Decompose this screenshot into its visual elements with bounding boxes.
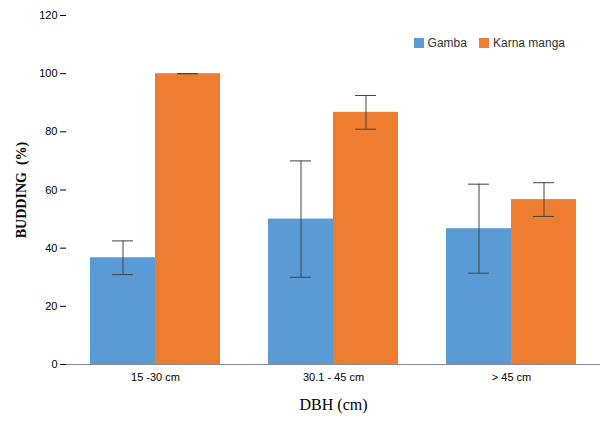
- svg-text:20: 20: [45, 300, 57, 312]
- svg-text:30.1 - 45 cm: 30.1 - 45 cm: [303, 371, 364, 383]
- svg-text:0: 0: [51, 358, 57, 370]
- svg-text:15 -30 cm: 15 -30 cm: [131, 371, 180, 383]
- svg-text:80: 80: [45, 125, 57, 137]
- svg-text:120: 120: [39, 9, 57, 21]
- svg-text:> 45 cm: > 45 cm: [492, 371, 531, 383]
- svg-text:60: 60: [45, 184, 57, 196]
- svg-text:40: 40: [45, 242, 57, 254]
- svg-text:100: 100: [39, 67, 57, 79]
- svg-text:BUDDING (%): BUDDING (%): [14, 141, 30, 238]
- html-text:Karna manga: Karna manga: [493, 36, 565, 50]
- html-text:Gamba: Gamba: [427, 36, 467, 50]
- svg-text:DBH (cm): DBH (cm): [300, 396, 368, 414]
